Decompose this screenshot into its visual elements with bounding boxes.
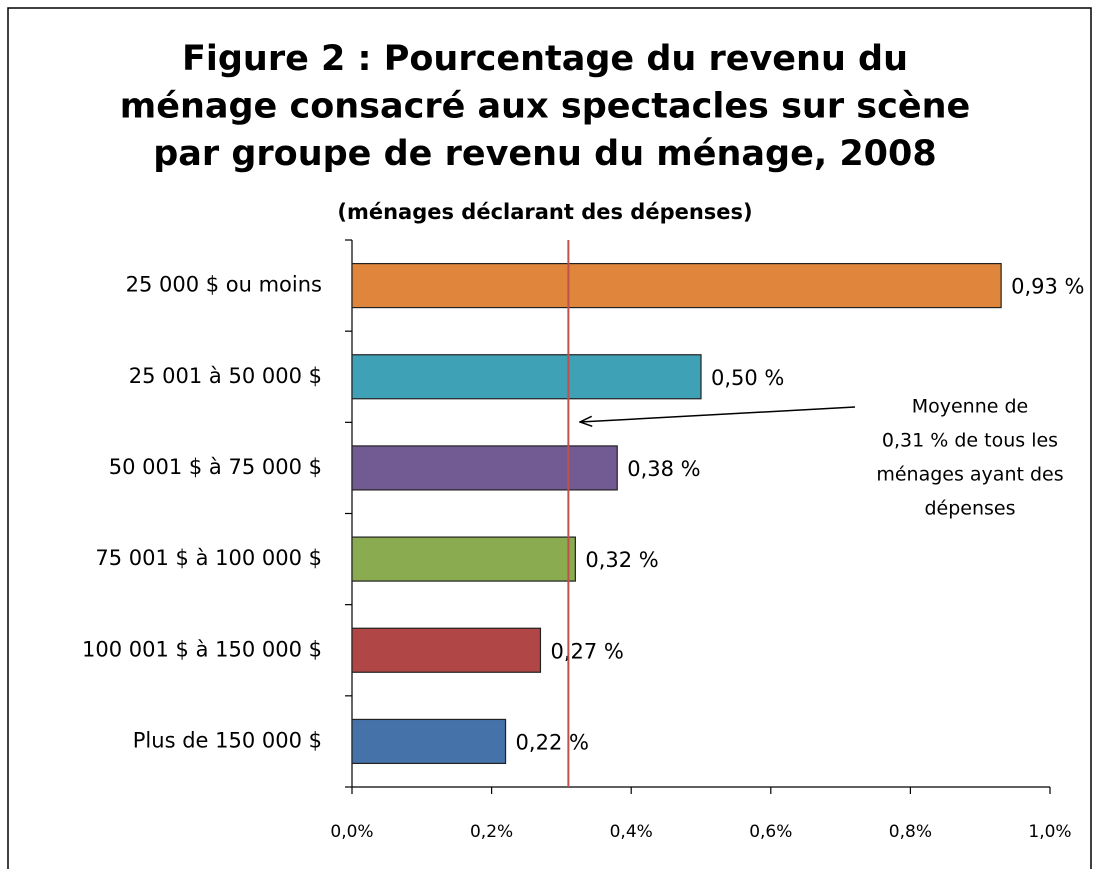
- value-label: 0,32 %: [585, 548, 658, 572]
- chart-subtitle: (ménages déclarant des dépenses): [337, 200, 752, 224]
- bar: [351, 718, 507, 765]
- x-tick-label: 0,8%: [889, 822, 932, 842]
- bar: [351, 627, 542, 673]
- y-tick-label: 100 001 $ à 150 000 $: [82, 637, 322, 661]
- x-tick-label: 1,0%: [1028, 822, 1071, 842]
- y-tick-label: Plus de 150 000 $: [133, 728, 322, 752]
- chart-title: par groupe de revenu du ménage, 2008: [153, 134, 937, 174]
- annotation: dépenses: [924, 498, 1015, 520]
- chart-title: Figure 2 : Pourcentage du revenu du: [182, 39, 908, 79]
- chart-title: ménage consacré aux spectacles sur scène: [120, 87, 971, 127]
- bar: [351, 445, 618, 491]
- x-tick-label: 0,0%: [330, 822, 373, 842]
- annotation: Moyenne de: [912, 396, 1029, 418]
- x-tick-label: 0,4%: [610, 822, 653, 842]
- value-label: 0,22 %: [516, 730, 589, 754]
- bar: [351, 262, 1002, 309]
- y-tick-label: 75 001 $ à 100 000 $: [95, 546, 322, 570]
- bar: [351, 354, 702, 400]
- y-tick-label: 25 001 à 50 000 $: [129, 364, 322, 388]
- value-label: 0,38 %: [627, 457, 700, 481]
- value-label: 0,93 %: [1011, 275, 1084, 299]
- x-tick-label: 0,2%: [470, 822, 513, 842]
- y-tick-label: 25 000 $ ou moins: [126, 273, 322, 297]
- annotation: 0,31 % de tous les: [882, 430, 1058, 452]
- annotation-arrow: [580, 406, 856, 422]
- frame: [7, 7, 1092, 869]
- annotation: ménages ayant des: [876, 464, 1063, 486]
- value-label: 0,50 %: [711, 366, 784, 390]
- x-tick-label: 0,6%: [749, 822, 792, 842]
- y-tick-label: 50 001 $ à 75 000 $: [109, 455, 322, 479]
- value-label: 0,27 %: [550, 639, 623, 663]
- bar: [351, 536, 576, 582]
